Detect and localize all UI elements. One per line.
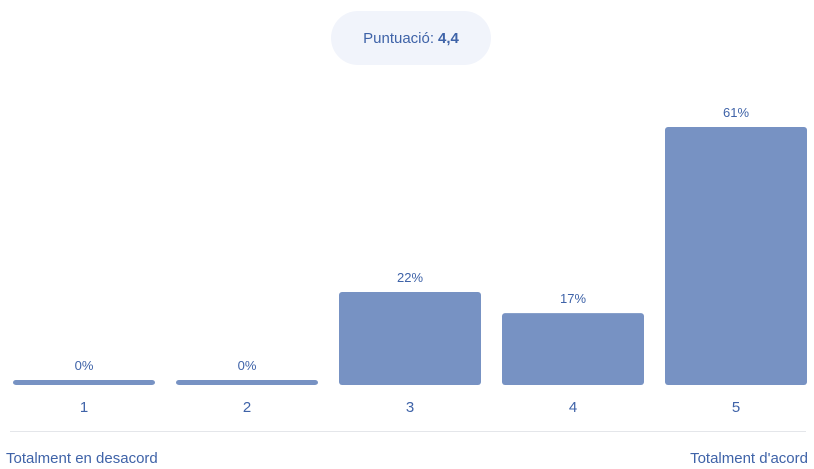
bar-5 bbox=[665, 127, 807, 385]
data-label-5: 61% bbox=[723, 105, 749, 120]
data-label-3: 22% bbox=[397, 270, 423, 285]
score-label: Puntuació: bbox=[363, 29, 435, 47]
bar-4 bbox=[502, 313, 644, 385]
divider bbox=[10, 431, 806, 432]
tick-label-2: 2 bbox=[243, 399, 251, 416]
score-value: 4,4 bbox=[438, 29, 459, 47]
rating-distribution-chart: 0% 1 0% 2 22% 3 17% 4 61% 5 bbox=[13, 105, 807, 416]
tick-label-3: 3 bbox=[406, 399, 414, 416]
score-badge: Puntuació: 4,4 bbox=[331, 11, 491, 65]
scale-min-label: Totalment en desacord bbox=[6, 450, 158, 467]
tick-label-5: 5 bbox=[732, 399, 740, 416]
bar-2 bbox=[176, 380, 318, 385]
bar-3 bbox=[339, 291, 481, 385]
bar-1 bbox=[13, 380, 155, 385]
data-label-1: 0% bbox=[75, 358, 94, 373]
data-label-2: 0% bbox=[238, 358, 257, 373]
tick-label-1: 1 bbox=[80, 399, 88, 416]
scale-max-label: Totalment d'acord bbox=[690, 450, 808, 467]
tick-label-4: 4 bbox=[569, 399, 577, 416]
data-label-4: 17% bbox=[560, 291, 586, 306]
